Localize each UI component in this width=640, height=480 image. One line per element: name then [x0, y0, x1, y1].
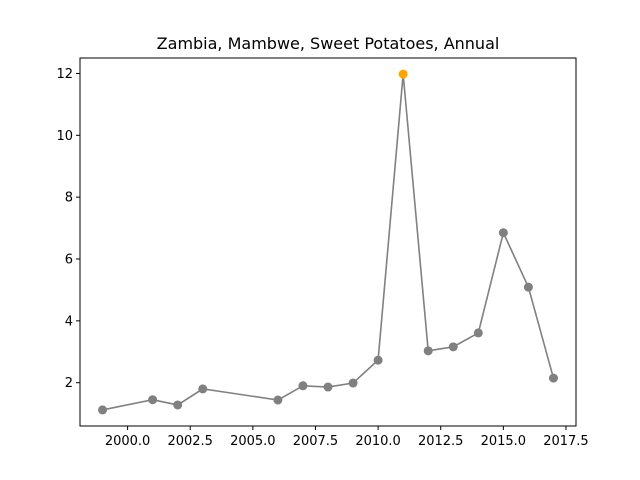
y-tick-label: 12	[56, 67, 73, 82]
data-point	[523, 282, 533, 292]
data-point	[273, 395, 283, 405]
x-tick-label: 2005.0	[230, 434, 276, 449]
x-tick-label: 2000.0	[105, 434, 151, 449]
highlight-point	[398, 69, 408, 79]
x-tick-label: 2010.0	[355, 434, 401, 449]
plot-area: 2000.0 2002.5 2005.0 2007.5 2010.0 2012.5 2015…	[56, 67, 588, 449]
data-point	[298, 381, 308, 391]
x-tick-label: 2015.0	[481, 434, 527, 449]
y-tick-label: 10	[56, 129, 73, 144]
data-point	[423, 346, 433, 356]
data-point	[198, 384, 208, 394]
data-point	[548, 373, 558, 383]
x-tick-label: 2002.5	[167, 434, 213, 449]
x-tick-label: 2012.5	[418, 434, 464, 449]
x-tick-label: 2007.5	[293, 434, 339, 449]
data-point	[173, 400, 183, 410]
data-point	[498, 228, 508, 238]
data-point	[148, 395, 158, 405]
data-point	[98, 405, 108, 415]
chart-title: Zambia, Mambwe, Sweet Potatoes, Annual	[157, 34, 500, 53]
y-tick-label: 6	[65, 253, 73, 268]
plot-frame	[79, 57, 577, 427]
y-tick-label: 2	[65, 376, 73, 391]
data-point	[373, 355, 383, 365]
series-line	[102, 74, 555, 411]
y-tick-label: 8	[65, 191, 73, 206]
data-point	[473, 328, 483, 338]
x-tick-label: 2017.5	[543, 434, 589, 449]
data-point	[348, 378, 358, 388]
data-point	[323, 382, 333, 392]
y-tick-label: 4	[65, 314, 73, 329]
data-point	[448, 342, 458, 352]
